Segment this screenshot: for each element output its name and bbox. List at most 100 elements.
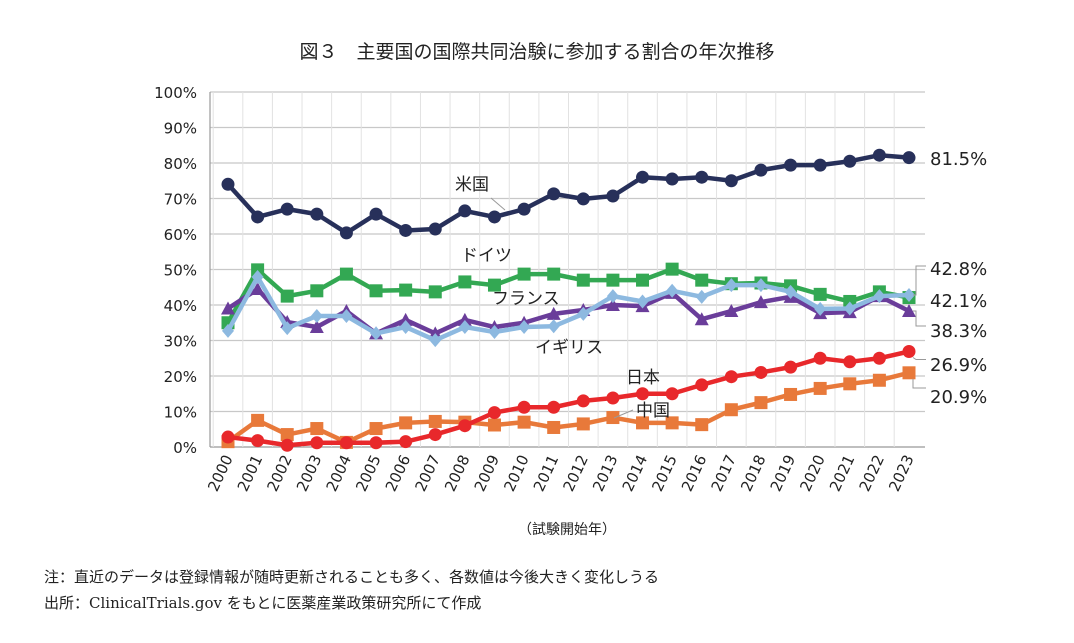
note-text: 注：直近のデータは登録情報が随時更新されることも多く、各数値は今後大きく変化しう… (44, 568, 660, 586)
x-tick-label: 2003 (293, 452, 325, 494)
data-point (339, 436, 353, 450)
data-point (902, 304, 916, 318)
data-point (902, 151, 916, 165)
data-point (310, 436, 324, 450)
data-point (843, 154, 857, 168)
data-point (872, 148, 886, 162)
data-point (399, 283, 413, 297)
data-point (517, 267, 531, 281)
data-point (370, 326, 383, 341)
series-label: イギリス (535, 338, 603, 358)
chart-title: 図３ 主要国の国際共同治験に参加する割合の年次推移 (299, 41, 774, 63)
data-point (753, 295, 768, 309)
data-point (813, 381, 827, 395)
data-point (784, 158, 798, 172)
data-point (724, 304, 739, 318)
end-value-label: 81.5% (930, 149, 987, 170)
x-axis-label: （試験開始年） (518, 522, 616, 538)
data-point (873, 289, 886, 304)
data-point (665, 262, 679, 276)
data-point (280, 428, 294, 442)
data-point (724, 403, 738, 417)
x-tick-label: 2012 (559, 452, 591, 494)
x-tick-label: 2002 (263, 452, 295, 494)
x-tick-label: 2011 (530, 452, 562, 494)
data-point (577, 306, 590, 321)
data-point (665, 416, 679, 430)
y-tick-label: 90% (164, 120, 197, 138)
data-point (754, 278, 767, 293)
leader-line (490, 197, 506, 211)
data-point (399, 435, 413, 449)
data-point (458, 204, 472, 218)
data-point (221, 177, 235, 191)
data-point (487, 278, 501, 292)
data-point (636, 170, 650, 184)
data-point (339, 226, 353, 240)
data-point (813, 287, 827, 301)
data-point (251, 269, 264, 284)
data-point (428, 414, 442, 428)
data-point (695, 289, 708, 304)
y-tick-label: 20% (164, 368, 197, 386)
data-point (310, 284, 324, 298)
x-tick-label: 2020 (796, 452, 828, 494)
data-point (399, 320, 412, 335)
data-point (280, 438, 294, 452)
data-point (724, 174, 738, 188)
data-point (784, 387, 798, 401)
data-point (310, 207, 324, 221)
x-tick-label: 2000 (204, 452, 236, 494)
y-tick-label: 10% (164, 404, 197, 422)
data-point (547, 187, 561, 201)
end-value-label: 42.1% (930, 291, 987, 312)
data-point (250, 282, 265, 296)
data-point (724, 370, 738, 384)
data-point (695, 418, 709, 432)
data-point (636, 294, 649, 309)
x-tick-label: 2023 (885, 452, 917, 494)
data-point (754, 365, 768, 379)
data-point (281, 321, 294, 336)
data-point (547, 267, 561, 281)
x-tick-label: 2004 (323, 452, 355, 494)
data-point (458, 275, 472, 289)
data-point (754, 396, 768, 410)
data-point (369, 422, 383, 436)
x-tick-label: 2009 (471, 452, 503, 494)
data-point (872, 373, 886, 387)
x-tick-label: 2008 (441, 452, 473, 494)
data-point (576, 417, 590, 431)
data-point (340, 309, 353, 324)
leader-line (912, 378, 926, 389)
data-point (369, 284, 383, 298)
data-point (339, 267, 353, 281)
y-tick-label: 80% (164, 155, 197, 173)
source-text: 出所：ClinicalTrials.gov をもとに医薬産業政策研究所にて作成 (44, 594, 482, 612)
data-point (902, 345, 916, 359)
data-point (458, 419, 472, 433)
y-tick-label: 70% (164, 191, 197, 209)
data-point (399, 416, 413, 430)
data-point (517, 202, 531, 216)
data-point (576, 273, 590, 287)
data-point (665, 387, 679, 401)
x-tick-label: 2016 (678, 452, 710, 494)
data-point (251, 434, 265, 448)
x-tick-label: 2018 (737, 452, 769, 494)
data-point (576, 394, 590, 408)
data-point (754, 163, 768, 177)
data-point (546, 306, 561, 320)
data-point (843, 355, 857, 369)
data-point (487, 418, 501, 432)
data-point (576, 192, 590, 206)
end-value-label: 26.9% (930, 355, 987, 376)
data-point (814, 301, 827, 316)
data-point (636, 273, 650, 287)
data-point (606, 189, 620, 203)
data-point (784, 360, 798, 374)
data-point (488, 324, 501, 339)
data-point (428, 428, 442, 442)
data-point (369, 207, 383, 221)
